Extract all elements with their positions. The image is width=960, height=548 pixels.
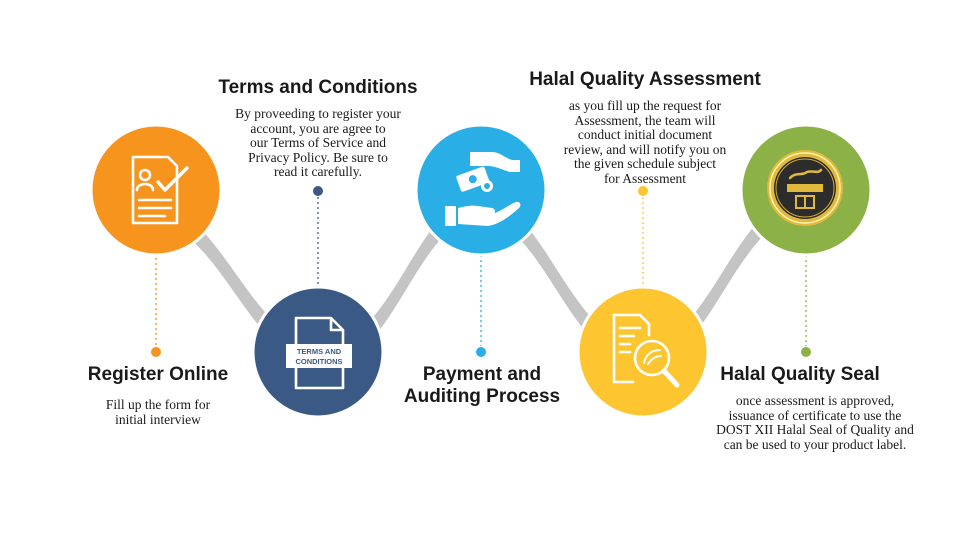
step-1-description: Fill up the form for initial interview (58, 397, 258, 427)
description-line: Privacy Policy. Be sure to (248, 149, 388, 165)
description-line: read it carefully. (274, 164, 362, 179)
step-2-connector-dot (313, 186, 323, 196)
description-line: Assessment, the team will (574, 112, 716, 128)
description-line: our Terms of Service and (249, 135, 386, 150)
step-3-title: Payment and Auditing Process (382, 364, 582, 408)
step-4-description: as you fill up the request for Assessment… (515, 98, 775, 186)
step-2-terms-and-conditions: TERMS AND CONDITIONS (251, 285, 385, 419)
step-3-title-line: Auditing Process (403, 386, 561, 407)
payment-hands-icon (445, 152, 521, 226)
description-line: conduct initial document (577, 127, 713, 142)
step-5-connector-dot (801, 347, 811, 357)
step-2-description: By proveeding to register your account, y… (203, 106, 433, 180)
description-line: for Assessment (603, 170, 687, 186)
document-magnifier-icon (612, 313, 680, 388)
form-document-icon (131, 155, 189, 225)
step-1-circle (89, 123, 223, 257)
description-line: initial interview (115, 411, 201, 427)
step-2-title: Terms and Conditions (218, 77, 418, 98)
description-line: as you fill up the request for (568, 98, 722, 113)
step-3-payment-auditing (414, 123, 548, 257)
description-line: once assessment is approved, (735, 393, 895, 408)
terms-icon-label-line-1: TERMS AND (297, 347, 342, 356)
step-3-title-line: Payment and (422, 364, 542, 385)
terms-icon-label-line-2: CONDITIONS (295, 357, 342, 366)
step-4-connector-dot (638, 186, 648, 196)
description-line: By proveeding to register your (235, 106, 401, 121)
step-5-halal-quality-seal (739, 123, 873, 257)
halal-seal-icon (767, 150, 843, 226)
step-5-description: once assessment is approved, issuance of … (680, 393, 950, 452)
step-1-connector-dot (151, 347, 161, 357)
description-line: DOST XII Halal Seal of Quality and (716, 422, 914, 437)
step-1-title: Register Online (87, 364, 229, 385)
step-1-register-online (89, 123, 223, 257)
terms-document-icon: TERMS AND CONDITIONS (286, 316, 352, 390)
description-line: issuance of certificate to use the (728, 407, 902, 423)
description-line: can be used to your product label. (723, 436, 907, 452)
description-line: the given schedule subject (573, 156, 717, 171)
description-line: review, and will notify you on (563, 141, 727, 157)
step-4-halal-quality-assessment (576, 285, 710, 419)
description-line: account, you are agree to (250, 120, 386, 136)
description-line: Fill up the form for (105, 397, 211, 412)
step-5-title: Halal Quality Seal (720, 364, 880, 385)
step-3-connector-dot (476, 347, 486, 357)
step-4-title: Halal Quality Assessment (529, 69, 761, 90)
